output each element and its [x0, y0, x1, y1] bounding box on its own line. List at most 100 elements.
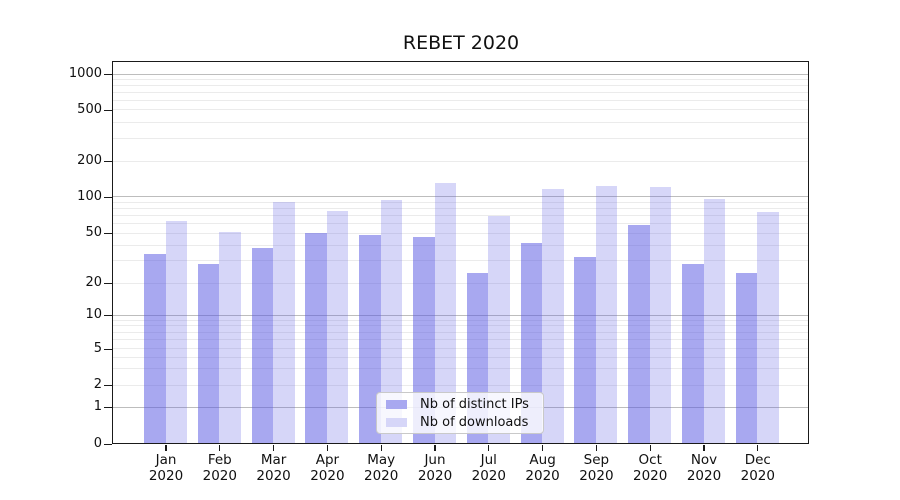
x-tick-label-mar: Mar 2020	[239, 452, 309, 484]
bar-downloads-feb	[219, 231, 241, 443]
x-tick-label-year: 2020	[471, 468, 506, 484]
y-tick-mark-100	[104, 196, 112, 198]
bar-distinct-ips-apr	[305, 232, 327, 443]
y-tick-mark-50	[104, 233, 112, 235]
x-tick-label-month: May	[367, 452, 396, 468]
bar-distinct-ips-jun	[413, 237, 435, 443]
y-tick-mark-20	[104, 283, 112, 285]
x-tick-label-year: 2020	[686, 468, 722, 484]
gridline-minor-600	[113, 99, 808, 101]
y-tick-label-10: 10	[85, 307, 102, 322]
x-tick-label-year: 2020	[256, 468, 291, 484]
y-tick-label-100: 100	[77, 188, 102, 204]
legend: Nb of distinct IPs Nb of downloads	[376, 392, 544, 434]
x-tick-mark-jan	[165, 444, 167, 451]
bar-downloads-jan	[165, 221, 187, 443]
legend-item-distinct-ips: Nb of distinct IPs	[386, 397, 543, 412]
x-tick-mark-jul	[488, 444, 490, 451]
x-tick-label-may: May 2020	[346, 452, 416, 484]
gridline-major-100	[113, 196, 808, 197]
gridline-minor-500	[113, 109, 808, 110]
bar-distinct-ips-oct	[628, 224, 650, 443]
bar-downloads-sep	[595, 186, 618, 443]
gridline-minor-40	[113, 244, 808, 246]
x-tick-label-oct: Oct 2020	[615, 452, 685, 484]
gridline-minor-2	[113, 384, 808, 386]
y-tick-mark-0	[104, 443, 112, 445]
x-tick-label-month: Jul	[480, 452, 497, 468]
y-tick-mark-200	[104, 161, 112, 163]
y-tick-label-500: 500	[77, 101, 102, 117]
bar-distinct-ips-feb	[197, 264, 220, 443]
y-tick-mark-5	[104, 348, 112, 350]
y-tick-mark-1	[104, 407, 112, 409]
bar-downloads-jun	[434, 182, 456, 443]
x-tick-mark-aug	[541, 444, 544, 451]
y-tick-mark-10	[104, 315, 112, 317]
y-tick-label-1: 1	[93, 399, 102, 414]
x-tick-label-nov: Nov 2020	[669, 452, 739, 484]
x-tick-mark-may	[380, 444, 382, 451]
legend-label-downloads: Nb of downloads	[420, 414, 529, 430]
gridline-minor-900	[113, 78, 808, 80]
x-tick-label-month: Nov	[690, 452, 718, 468]
x-tick-mark-sep	[595, 444, 598, 451]
gridline-minor-400	[113, 121, 808, 123]
x-tick-label-year: 2020	[633, 468, 668, 484]
bar-distinct-ips-sep	[574, 256, 596, 443]
x-tick-label-year: 2020	[417, 468, 453, 484]
bar-downloads-mar	[273, 201, 295, 443]
bar-downloads-may	[380, 199, 403, 443]
bar-downloads-apr	[326, 211, 349, 443]
legend-swatch-distinct-ips-icon	[386, 399, 407, 409]
legend-swatch-downloads-icon	[386, 417, 407, 427]
gridline-minor-200	[113, 160, 808, 162]
gridline-minor-60	[113, 222, 808, 224]
x-tick-label-month: Mar	[260, 452, 287, 468]
y-tick-mark-2	[104, 385, 112, 387]
gridline-major-10	[113, 314, 808, 316]
y-tick-label-5: 5	[93, 340, 102, 356]
gridline-minor-7	[113, 331, 808, 333]
x-tick-label-sep: Sep 2020	[561, 452, 631, 484]
gridline-minor-700	[113, 91, 808, 93]
gridline-minor-800	[113, 84, 808, 86]
gridline-minor-9	[113, 319, 808, 321]
y-tick-label-200: 200	[77, 153, 102, 168]
x-tick-label-aug: Aug 2020	[508, 452, 578, 484]
x-tick-label-month: Feb	[207, 452, 232, 468]
x-tick-mark-mar	[273, 444, 275, 451]
x-tick-label-jul: Jul 2020	[454, 452, 524, 484]
y-tick-mark-1000	[104, 74, 112, 76]
gridline-major-1000	[113, 73, 808, 75]
y-tick-label-0: 0	[93, 435, 102, 451]
x-tick-label-year: 2020	[310, 468, 345, 484]
x-tick-label-month: Aug	[529, 452, 556, 468]
x-tick-label-year: 2020	[202, 468, 237, 484]
x-tick-label-year: 2020	[740, 468, 775, 484]
x-tick-label-feb: Feb 2020	[185, 452, 255, 484]
plot-area: Nb of distinct IPs Nb of downloads	[112, 61, 809, 444]
bar-downloads-dec	[757, 211, 779, 443]
x-tick-label-year: 2020	[364, 468, 399, 484]
x-tick-label-month: Sep	[583, 452, 610, 468]
bar-distinct-ips-mar	[251, 247, 274, 443]
gridline-minor-30	[113, 260, 808, 262]
gridline-minor-3	[113, 368, 808, 370]
y-tick-label-50: 50	[85, 225, 102, 240]
bar-distinct-ips-may	[359, 234, 381, 443]
gridline-minor-90	[113, 201, 808, 203]
x-tick-mark-jun	[434, 444, 436, 451]
bar-distinct-ips-nov	[682, 264, 704, 443]
gridline-minor-80	[113, 207, 808, 209]
x-tick-label-apr: Apr 2020	[292, 452, 362, 484]
gridline-minor-50	[113, 232, 808, 234]
legend-label-distinct-ips: Nb of distinct IPs	[420, 396, 529, 412]
bar-distinct-ips-dec	[735, 272, 758, 443]
x-tick-label-month: Oct	[638, 452, 662, 468]
bar-downloads-aug	[542, 189, 564, 443]
y-tick-label-2: 2	[93, 377, 102, 392]
gridline-minor-4	[113, 356, 808, 358]
gridline-minor-6	[113, 339, 808, 341]
